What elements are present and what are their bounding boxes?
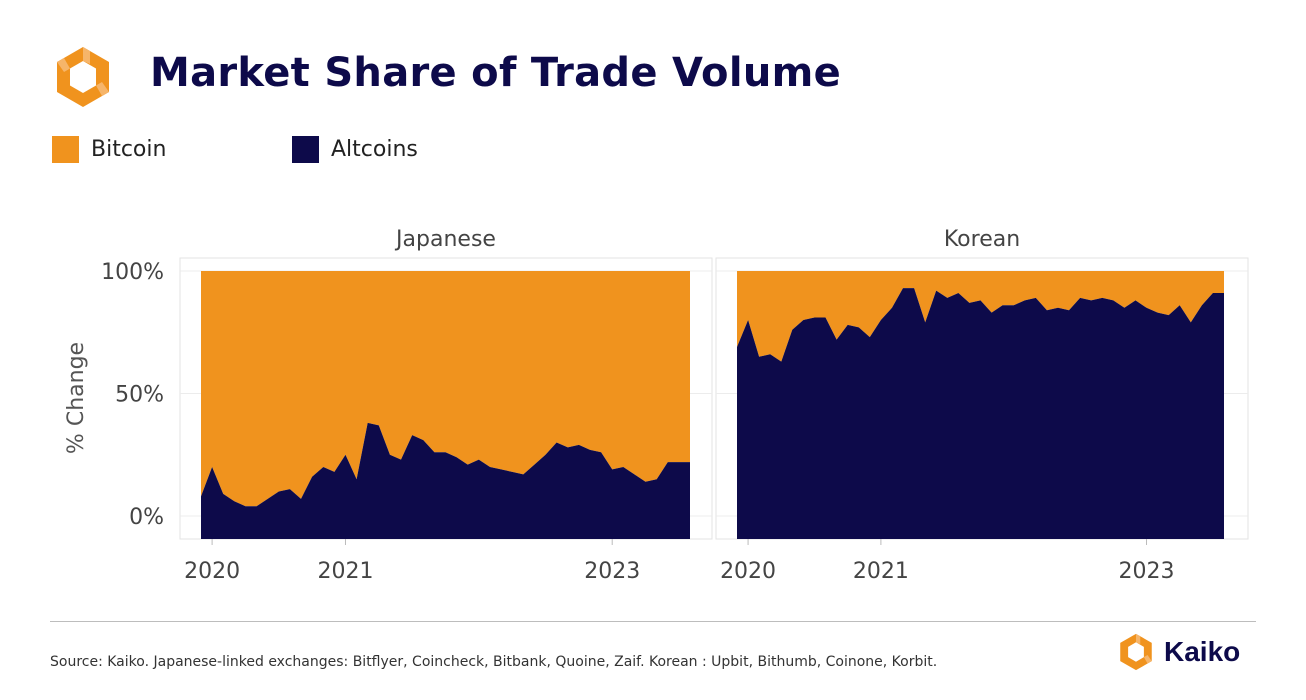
x-tick-label-korean-2023: 2023	[1119, 559, 1175, 584]
legend-label-bitcoin: Bitcoin	[91, 137, 167, 162]
kaiko-logo-icon	[50, 44, 116, 110]
x-tick-label-japanese-2023: 2023	[584, 559, 640, 584]
legend-item-bitcoin[interactable]: Bitcoin	[52, 136, 166, 163]
area-bitcoin-japanese	[201, 271, 690, 507]
x-tick-label-korean-2020: 2020	[720, 559, 776, 584]
divider	[50, 621, 1256, 622]
brand: Kaiko	[1116, 632, 1240, 672]
chart-area: Japanese 2020 2021 2023 100% 50% 0% % Change Kor…	[64, 227, 1249, 584]
legend-swatch-altcoins	[292, 136, 319, 163]
page-title: Market Share of Trade Volume	[150, 50, 842, 96]
y-tick-label-100: 100%	[101, 260, 164, 285]
area-altcoins-japanese	[201, 422, 690, 539]
y-tick-label-50: 50%	[115, 383, 164, 408]
legend-label-altcoins: Altcoins	[331, 137, 418, 162]
area-altcoins-korean	[737, 288, 1224, 539]
y-axis-label: % Change	[64, 342, 89, 454]
panel-title-korean: Korean	[944, 227, 1020, 252]
kaiko-brand-logo-icon	[1120, 633, 1152, 671]
source-note: Source: Kaiko. Japanese-linked exchanges…	[50, 654, 938, 670]
brand-name: Kaiko	[1164, 636, 1241, 667]
legend-swatch-bitcoin	[52, 136, 79, 163]
legend-item-altcoins[interactable]: Altcoins	[292, 136, 418, 163]
y-tick-label-0: 0%	[129, 505, 164, 530]
x-tick-label-japanese-2021: 2021	[317, 559, 373, 584]
panel-title-japanese: Japanese	[394, 227, 496, 252]
x-tick-label-korean-2021: 2021	[853, 559, 909, 584]
x-tick-label-japanese-2020: 2020	[184, 559, 240, 584]
area-bitcoin-korean	[737, 271, 1224, 362]
